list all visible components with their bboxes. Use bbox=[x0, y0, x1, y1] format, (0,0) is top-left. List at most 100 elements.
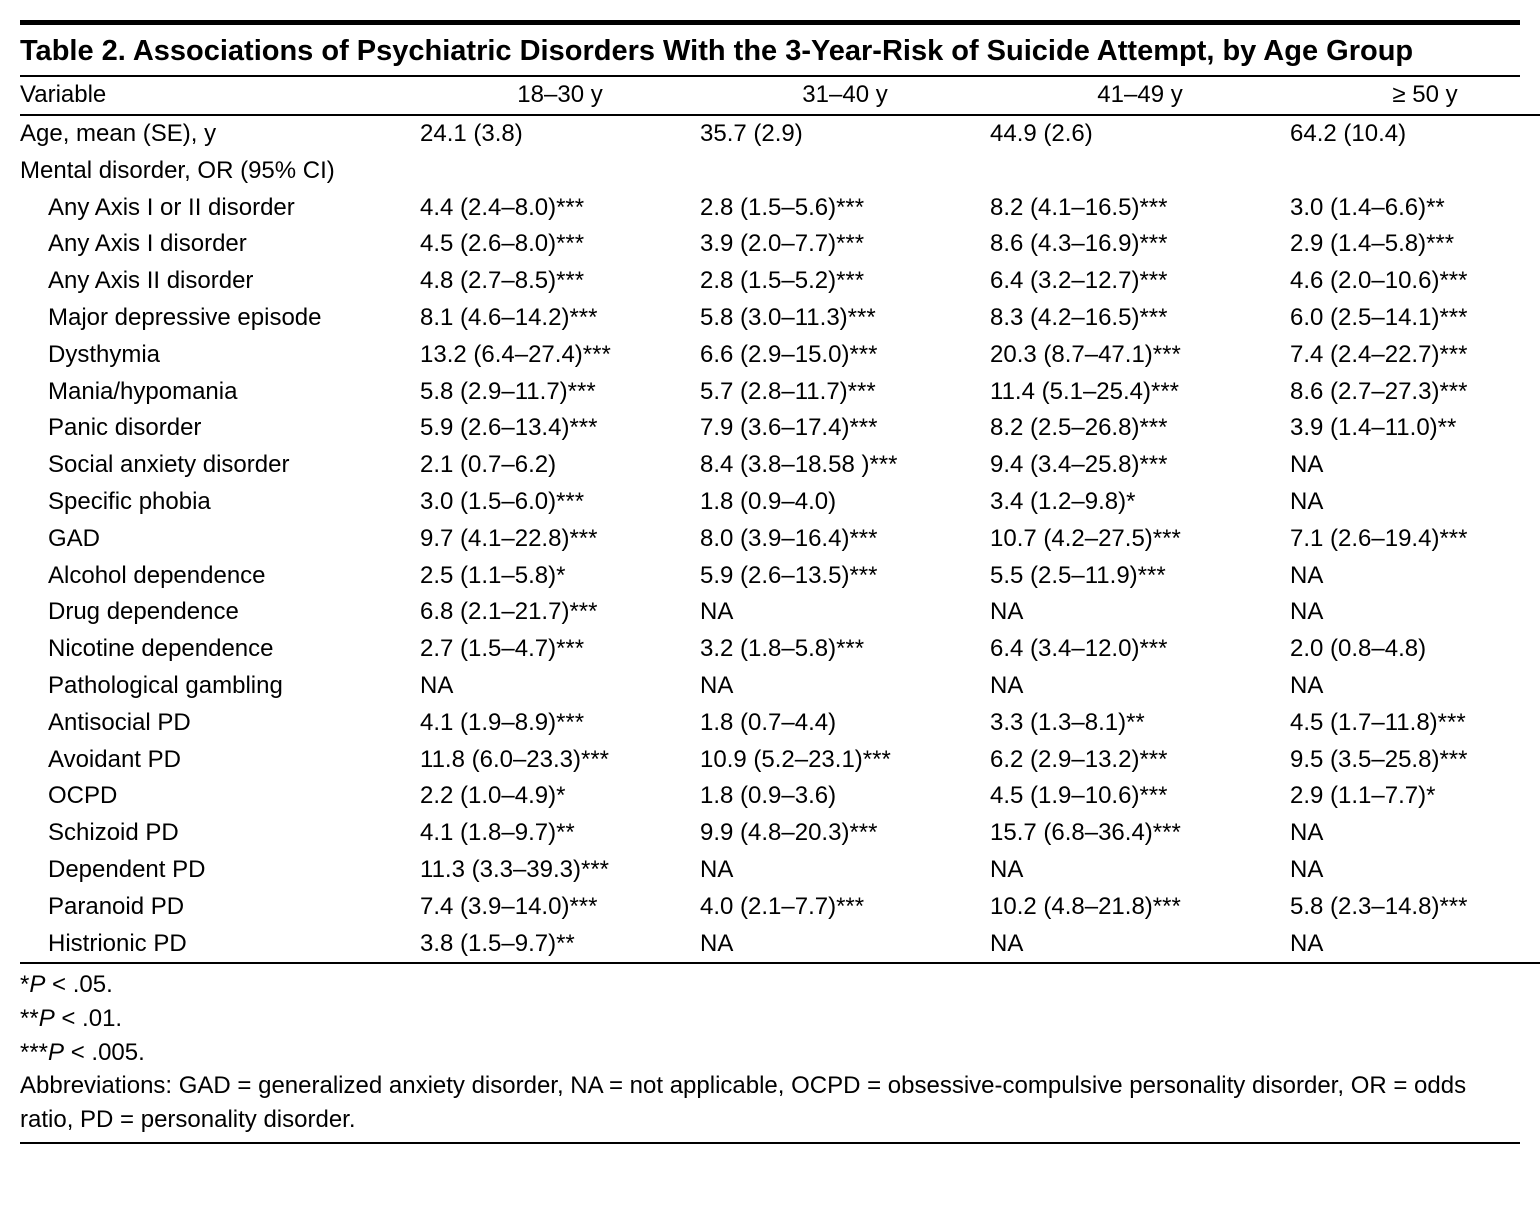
cell-value: 3.9 (1.4–11.0)** bbox=[1290, 410, 1540, 447]
table-row: Any Axis I disorder4.5 (2.6–8.0)***3.9 (… bbox=[20, 226, 1540, 263]
cell-value: NA bbox=[990, 668, 1290, 705]
cell-value: 5.9 (2.6–13.5)*** bbox=[700, 558, 990, 595]
cell-value: 8.2 (2.5–26.8)*** bbox=[990, 410, 1290, 447]
table-row: Antisocial PD4.1 (1.9–8.9)***1.8 (0.7–4.… bbox=[20, 705, 1540, 742]
cell-value: 7.4 (3.9–14.0)*** bbox=[420, 889, 700, 926]
fn1-p: P bbox=[29, 971, 45, 998]
cell-value: 6.6 (2.9–15.0)*** bbox=[700, 337, 990, 374]
cell-value: 6.4 (3.2–12.7)*** bbox=[990, 263, 1290, 300]
cell-value: 2.7 (1.5–4.7)*** bbox=[420, 631, 700, 668]
table-row: Dependent PD11.3 (3.3–39.3)***NANANA bbox=[20, 852, 1540, 889]
cell-value: 10.7 (4.2–27.5)*** bbox=[990, 521, 1290, 558]
cell-value: 8.0 (3.9–16.4)*** bbox=[700, 521, 990, 558]
fn2-val: < .01. bbox=[55, 1005, 122, 1032]
cell-value: NA bbox=[1290, 447, 1540, 484]
cell-value: 1.8 (0.9–4.0) bbox=[700, 484, 990, 521]
cell-value: 8.1 (4.6–14.2)*** bbox=[420, 300, 700, 337]
table-row: Alcohol dependence2.5 (1.1–5.8)*5.9 (2.6… bbox=[20, 558, 1540, 595]
cell-value: 7.9 (3.6–17.4)*** bbox=[700, 410, 990, 447]
row-label: Schizoid PD bbox=[20, 815, 420, 852]
row-label: Mania/hypomania bbox=[20, 374, 420, 411]
table-row: OCPD2.2 (1.0–4.9)*1.8 (0.9–3.6)4.5 (1.9–… bbox=[20, 778, 1540, 815]
cell-value: NA bbox=[1290, 594, 1540, 631]
cell-value: 8.6 (2.7–27.3)*** bbox=[1290, 374, 1540, 411]
footnote-2: **P < .01. bbox=[20, 1002, 1520, 1036]
cell-value: 2.8 (1.5–5.6)*** bbox=[700, 190, 990, 227]
col-50plus: ≥ 50 y bbox=[1290, 77, 1540, 115]
cell-value: NA bbox=[990, 852, 1290, 889]
table-container: Table 2. Associations of Psychiatric Dis… bbox=[20, 20, 1520, 1144]
cell-value: 4.5 (1.7–11.8)*** bbox=[1290, 705, 1540, 742]
cell-value: 5.5 (2.5–11.9)*** bbox=[990, 558, 1290, 595]
cell-value: 2.0 (0.8–4.8) bbox=[1290, 631, 1540, 668]
row-label: Drug dependence bbox=[20, 594, 420, 631]
age-c3: 44.9 (2.6) bbox=[990, 115, 1290, 153]
cell-value: NA bbox=[700, 852, 990, 889]
age-c1: 24.1 (3.8) bbox=[420, 115, 700, 153]
age-c4: 64.2 (10.4) bbox=[1290, 115, 1540, 153]
cell-value: 6.8 (2.1–21.7)*** bbox=[420, 594, 700, 631]
age-label: Age, mean (SE), y bbox=[20, 115, 420, 153]
table-row: Any Axis II disorder4.8 (2.7–8.5)***2.8 … bbox=[20, 263, 1540, 300]
row-label: Antisocial PD bbox=[20, 705, 420, 742]
cell-value: 3.2 (1.8–5.8)*** bbox=[700, 631, 990, 668]
fn1-val: < .05. bbox=[45, 971, 112, 998]
cell-value: 9.9 (4.8–20.3)*** bbox=[700, 815, 990, 852]
row-label: GAD bbox=[20, 521, 420, 558]
cell-value: 2.9 (1.4–5.8)*** bbox=[1290, 226, 1540, 263]
fn3-val: < .005. bbox=[64, 1039, 145, 1066]
cell-value: 3.3 (1.3–8.1)** bbox=[990, 705, 1290, 742]
cell-value: 15.7 (6.8–36.4)*** bbox=[990, 815, 1290, 852]
table-row: Any Axis I or II disorder4.4 (2.4–8.0)**… bbox=[20, 190, 1540, 227]
cell-value: 11.8 (6.0–23.3)*** bbox=[420, 742, 700, 779]
table-body: Age, mean (SE), y 24.1 (3.8) 35.7 (2.9) … bbox=[20, 115, 1540, 963]
col-18-30: 18–30 y bbox=[420, 77, 700, 115]
cell-value: 7.1 (2.6–19.4)*** bbox=[1290, 521, 1540, 558]
row-label: Any Axis I disorder bbox=[20, 226, 420, 263]
cell-value: 11.3 (3.3–39.3)*** bbox=[420, 852, 700, 889]
table-row: Avoidant PD11.8 (6.0–23.3)***10.9 (5.2–2… bbox=[20, 742, 1540, 779]
fn2-p: P bbox=[39, 1005, 55, 1032]
table-row: Nicotine dependence2.7 (1.5–4.7)***3.2 (… bbox=[20, 631, 1540, 668]
table-title: Table 2. Associations of Psychiatric Dis… bbox=[20, 25, 1520, 77]
cell-value: 10.9 (5.2–23.1)*** bbox=[700, 742, 990, 779]
table-header-row: Variable 18–30 y 31–40 y 41–49 y ≥ 50 y bbox=[20, 77, 1540, 115]
cell-value: 3.0 (1.4–6.6)** bbox=[1290, 190, 1540, 227]
table-row: Social anxiety disorder2.1 (0.7–6.2)8.4 … bbox=[20, 447, 1540, 484]
cell-value: 4.5 (1.9–10.6)*** bbox=[990, 778, 1290, 815]
cell-value: NA bbox=[990, 594, 1290, 631]
row-label: Alcohol dependence bbox=[20, 558, 420, 595]
cell-value: NA bbox=[1290, 852, 1540, 889]
row-label: Major depressive episode bbox=[20, 300, 420, 337]
table-row: Schizoid PD4.1 (1.8–9.7)**9.9 (4.8–20.3)… bbox=[20, 815, 1540, 852]
cell-value: 4.0 (2.1–7.7)*** bbox=[700, 889, 990, 926]
row-label: Nicotine dependence bbox=[20, 631, 420, 668]
cell-value: 2.5 (1.1–5.8)* bbox=[420, 558, 700, 595]
cell-value: 9.5 (3.5–25.8)*** bbox=[1290, 742, 1540, 779]
cell-value: 6.2 (2.9–13.2)*** bbox=[990, 742, 1290, 779]
cell-value: 9.4 (3.4–25.8)*** bbox=[990, 447, 1290, 484]
row-label: Any Axis II disorder bbox=[20, 263, 420, 300]
cell-value: 3.8 (1.5–9.7)** bbox=[420, 926, 700, 964]
cell-value: NA bbox=[1290, 484, 1540, 521]
row-label: Specific phobia bbox=[20, 484, 420, 521]
cell-value: 20.3 (8.7–47.1)*** bbox=[990, 337, 1290, 374]
cell-value: 2.9 (1.1–7.7)* bbox=[1290, 778, 1540, 815]
row-label: Panic disorder bbox=[20, 410, 420, 447]
cell-value: NA bbox=[1290, 815, 1540, 852]
fn2-stars: ** bbox=[20, 1005, 39, 1032]
fn3-stars: *** bbox=[20, 1039, 48, 1066]
cell-value: 1.8 (0.7–4.4) bbox=[700, 705, 990, 742]
cell-value: 4.6 (2.0–10.6)*** bbox=[1290, 263, 1540, 300]
cell-value: NA bbox=[990, 926, 1290, 964]
cell-value: 10.2 (4.8–21.8)*** bbox=[990, 889, 1290, 926]
cell-value: 5.9 (2.6–13.4)*** bbox=[420, 410, 700, 447]
cell-value: NA bbox=[420, 668, 700, 705]
cell-value: 5.8 (3.0–11.3)*** bbox=[700, 300, 990, 337]
cell-value: 3.9 (2.0–7.7)*** bbox=[700, 226, 990, 263]
cell-value: NA bbox=[700, 926, 990, 964]
cell-value: 11.4 (5.1–25.4)*** bbox=[990, 374, 1290, 411]
cell-value: 2.8 (1.5–5.2)*** bbox=[700, 263, 990, 300]
cell-value: NA bbox=[1290, 926, 1540, 964]
age-c2: 35.7 (2.9) bbox=[700, 115, 990, 153]
